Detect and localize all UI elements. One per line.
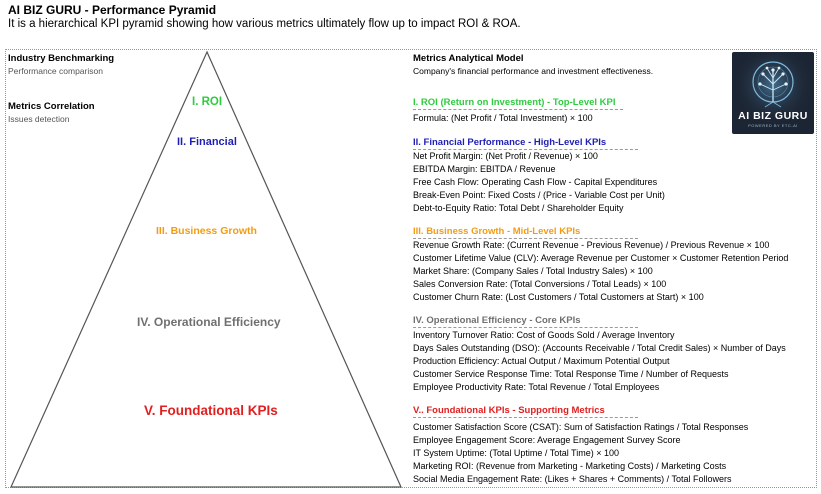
benchmarking-title: Industry Benchmarking (8, 53, 115, 64)
pyramid-level-foundational: V. Foundational KPIs (144, 403, 278, 418)
formula-item: Customer Service Response Time: Total Re… (413, 369, 729, 379)
logo-text: AI BIZ GURU (738, 110, 808, 122)
section-divider (413, 238, 638, 239)
section-heading-financial: II. Financial Performance - High-Level K… (413, 137, 607, 148)
formula-item: Customer Lifetime Value (CLV): Average R… (413, 253, 789, 263)
diagram-frame (5, 49, 817, 488)
section-heading-operational-efficiency: IV. Operational Efficiency - Core KPIs (413, 315, 581, 326)
formula-item: Net Profit Margin: (Net Profit / Revenue… (413, 151, 598, 161)
section-divider (413, 417, 638, 418)
formula-item: Customer Churn Rate: (Lost Customers / T… (413, 292, 704, 302)
formula-item: Production Efficiency: Actual Output / M… (413, 356, 670, 366)
formula-item: Customer Satisfaction Score (CSAT): Sum … (413, 422, 749, 432)
pyramid-level-financial: II. Financial (177, 136, 237, 148)
correlation-subtitle: Issues detection (8, 114, 70, 124)
formula-item: Employee Productivity Rate: Total Revenu… (413, 382, 660, 392)
section-divider (413, 109, 623, 110)
section-heading-foundational: V.. Foundational KPIs - Supporting Metri… (413, 405, 605, 416)
section-heading-roi: I. ROI (Return on Investment) - Top-Leve… (413, 97, 616, 108)
formula-item: Inventory Turnover Ratio: Cost of Goods … (413, 330, 675, 340)
page-subtitle: It is a hierarchical KPI pyramid showing… (8, 18, 521, 30)
pyramid-level-business-growth: III. Business Growth (156, 225, 257, 237)
formula-item: Free Cash Flow: Operating Cash Flow - Ca… (413, 177, 658, 187)
formula-item: IT System Uptime: (Total Uptime / Total … (413, 448, 619, 458)
formula-item: Market Share: (Company Sales / Total Ind… (413, 266, 653, 276)
formula-item: Break-Even Point: Fixed Costs / (Price -… (413, 190, 665, 200)
formula-item: Marketing ROI: (Revenue from Marketing -… (413, 461, 727, 471)
formula-item: Debt-to-Equity Ratio: Total Debt / Share… (413, 203, 624, 213)
pyramid-level-operational-efficiency: IV. Operational Efficiency (137, 315, 281, 329)
formula-item: Employee Engagement Score: Average Engag… (413, 435, 681, 445)
pyramid-level-roi: I. ROI (192, 96, 223, 108)
benchmarking-subtitle: Performance comparison (8, 66, 103, 76)
formula-item: EBITDA Margin: EBITDA / Revenue (413, 164, 556, 174)
model-description: Company's financial performance and inve… (413, 66, 654, 76)
section-heading-business-growth: III. Business Growth - Mid-Level KPIs (413, 226, 581, 237)
page-title: AI BIZ GURU - Performance Pyramid (8, 3, 217, 17)
section-divider (413, 327, 638, 328)
logo-tagline: POWERED BY ETC-AI (748, 123, 798, 128)
formula-item: Days Sales Outstanding (DSO): (Accounts … (413, 343, 786, 353)
correlation-title: Metrics Correlation (8, 101, 95, 112)
formula-item: Formula: (Net Profit / Total Investment)… (413, 113, 593, 123)
model-title: Metrics Analytical Model (413, 53, 524, 64)
brand-logo: AI BIZ GURU POWERED BY ETC-AI (732, 52, 814, 134)
formula-item: Revenue Growth Rate: (Current Revenue - … (413, 240, 770, 250)
circuit-tree-icon (732, 52, 814, 134)
formula-item: Social Media Engagement Rate: (Likes + S… (413, 474, 732, 484)
formula-item: Sales Conversion Rate: (Total Conversion… (413, 279, 667, 289)
section-divider (413, 149, 638, 150)
